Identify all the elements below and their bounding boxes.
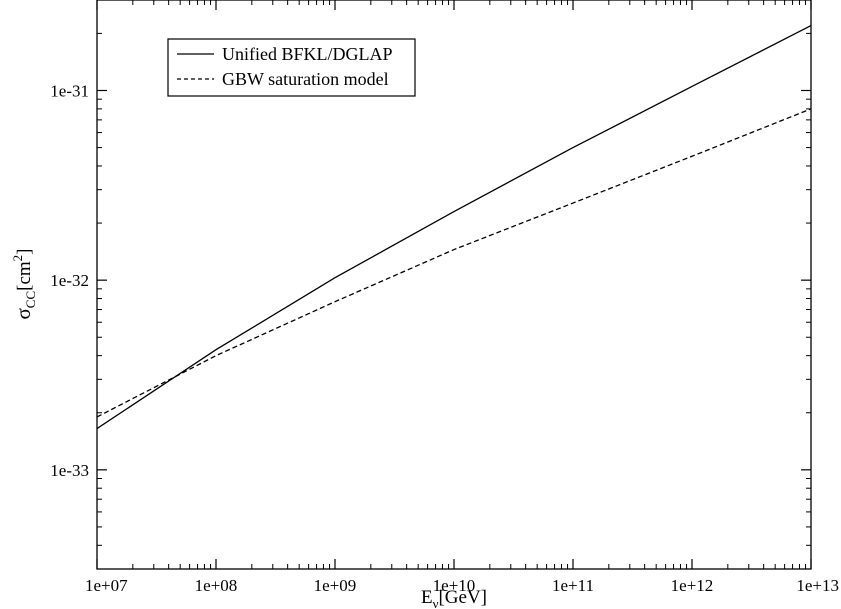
- y-tick-label: 1e-33: [50, 461, 89, 480]
- legend-box: [167, 38, 416, 97]
- x-tick-label: 1e+13: [796, 576, 839, 595]
- x-tick-label: 1e+11: [552, 576, 594, 595]
- x-tick-label: 1e+10: [433, 576, 476, 595]
- x-axis-title: Eν[GeV]: [421, 587, 487, 609]
- legend-label-unified: Unified BFKL/DGLAP: [222, 44, 393, 64]
- y-axis-title: σCC[cm2]: [10, 248, 38, 319]
- y-tick-label: 1e-31: [50, 81, 89, 100]
- x-tick-label: 1e+12: [671, 576, 714, 595]
- x-axis-ticks: 1e+07 1e+08 1e+09 1e+10 1e+11 1e+12 1e+13: [85, 0, 839, 595]
- y-axis-ticks: 1e-33 1e-32 1e-31: [50, 0, 811, 570]
- x-tick-label: 1e+09: [314, 576, 357, 595]
- series-line-1: [96, 108, 812, 418]
- y-tick-label: 1e-32: [50, 271, 89, 290]
- series-line-0: [96, 24, 812, 430]
- x-tick-label: 1e+07: [85, 576, 128, 595]
- x-tick-label: 1e+08: [195, 576, 238, 595]
- series-layer: [96, 24, 812, 430]
- legend-label-gbw: GBW saturation model: [222, 69, 389, 89]
- legend: Unified BFKL/DGLAP GBW saturation model: [167, 38, 416, 97]
